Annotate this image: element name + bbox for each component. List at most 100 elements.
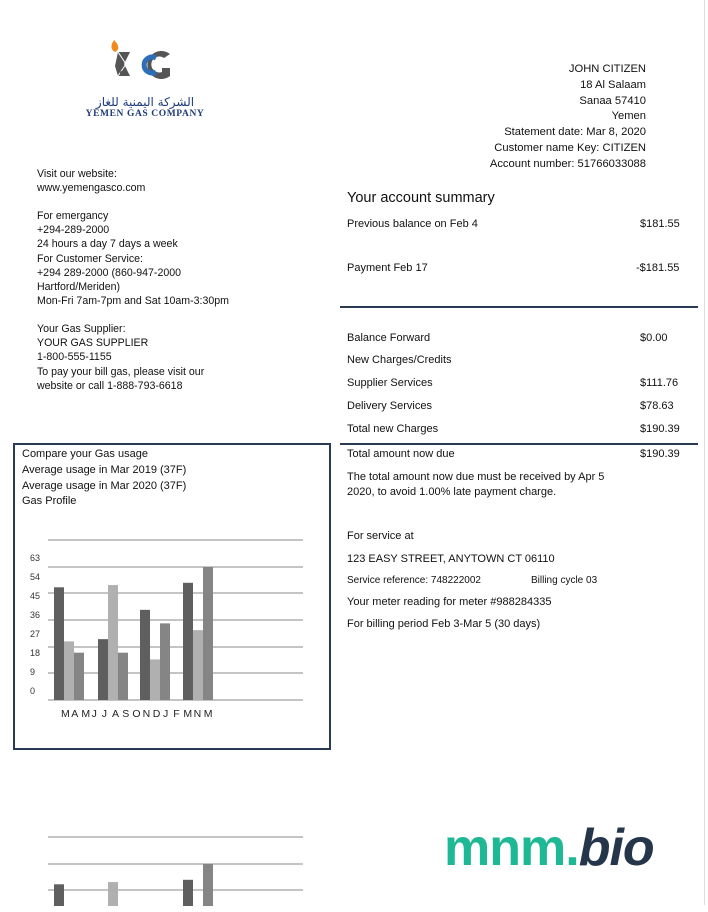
new-charges-label: New Charges/Credits <box>347 354 452 366</box>
x-tick-label: D <box>153 708 161 720</box>
x-tick-label: S <box>122 708 129 720</box>
repeat-chart-bar <box>183 879 193 906</box>
x-tick-label: J <box>102 708 107 720</box>
emergency-line: 24 hours a day 7 days a week <box>37 238 178 251</box>
repeat-chart-bar <box>203 864 213 906</box>
previous-balance-label: Previous balance on Feb 4 <box>347 218 478 230</box>
x-tick-label: M <box>204 708 213 720</box>
supplier-block: Your Gas Supplier: YOUR GAS SUPPLIER 1-8… <box>37 322 204 393</box>
x-tick-label: A <box>112 708 119 720</box>
watermark-part2: bio <box>578 819 655 877</box>
summary-divider <box>340 306 698 308</box>
chart-bar <box>203 567 213 700</box>
total-due-label: Total amount now due <box>347 448 455 460</box>
payment-amount: -$181.55 <box>636 262 680 274</box>
usage-panel-text: Compare your Gas usage Average usage in … <box>22 447 186 510</box>
chart-bar <box>140 609 150 700</box>
due-note: The total amount now due must be receive… <box>347 470 604 500</box>
chart-bar <box>98 639 108 700</box>
supplier-phone: 1-800-555-1155 <box>37 351 112 364</box>
company-logo: الشركة اليمنية للغاز YEMEN GAS COMPANY <box>70 38 220 124</box>
repeat-chart-bar <box>108 882 118 906</box>
chart-bar <box>54 587 64 700</box>
x-tick-label: J <box>163 708 168 720</box>
company-name: YEMEN GAS COMPANY <box>85 109 205 119</box>
usage-2020: Average usage in Mar 2020 (37F) <box>22 479 187 492</box>
chart-bar <box>160 623 170 700</box>
billing-period: For billing period Feb 3-Mar 5 (30 days) <box>347 618 541 630</box>
company-arabic-name: الشركة اليمنية للغاز <box>95 95 195 109</box>
due-note-line: 2020, to avoid 1.00% late payment charge… <box>347 486 557 498</box>
service-address: 123 EASY STREET, ANYTOWN CT 06110 <box>347 553 555 565</box>
chart-bar <box>64 641 74 700</box>
watermark-part1: mnm. <box>444 819 580 877</box>
y-tick-label: 63 <box>30 553 40 563</box>
service-reference: Service reference: 748222002 <box>347 575 481 586</box>
statement-date: Statement date: Mar 8, 2020 <box>504 126 646 139</box>
emergency-block: For emergancy +294-289-2000 24 hours a d… <box>37 209 229 308</box>
chart-bar <box>74 652 84 700</box>
logo-mark-icon <box>111 40 170 79</box>
meter-reading: Your meter reading for meter #988284335 <box>347 596 552 608</box>
customer-city: Sanaa 57410 <box>579 94 646 107</box>
chart-bar <box>150 659 160 700</box>
chart-bar <box>118 652 128 700</box>
website-block: Visit our website: www.yemengasco.com <box>37 167 145 195</box>
supplier-label: Your Gas Supplier: <box>37 323 126 335</box>
customer-service-phone: +294 289-2000 (860-947-2000 <box>37 266 182 279</box>
previous-balance-amount: $181.55 <box>640 218 680 230</box>
total-new-charges-amount: $190.39 <box>640 423 680 435</box>
customer-name: JOHN CITIZEN <box>568 63 646 75</box>
customer-service-label: For Customer Service: <box>37 252 143 265</box>
customer-street: 18 Al Salaam <box>580 78 646 91</box>
repeat-chart-bar <box>54 884 64 906</box>
watermark: mnm.bio <box>444 818 655 878</box>
balance-forward-amount: $0.00 <box>640 332 668 344</box>
payment-label: Payment Feb 17 <box>347 262 428 274</box>
page-edge <box>704 0 705 905</box>
supplier-name: YOUR GAS SUPPLIER <box>37 337 149 350</box>
y-tick-label: 18 <box>30 648 40 658</box>
x-tick-label: N <box>194 708 202 720</box>
x-tick-label: J <box>92 708 97 720</box>
chart-bar <box>108 585 118 700</box>
pay-note: website or call 1-888-793-6618 <box>37 379 183 392</box>
total-due-amount: $190.39 <box>640 448 680 460</box>
customer-key: Customer name Key: CITIZEN <box>494 141 646 154</box>
y-tick-label: 54 <box>30 572 40 582</box>
service-label: For service at <box>347 530 414 542</box>
usage-compare-title: Compare your Gas usage <box>22 448 148 460</box>
pay-note: To pay your bill gas, please visit our <box>37 365 205 378</box>
customer-info: JOHN CITIZEN 18 Al Salaam Sanaa 57410 Ye… <box>386 62 646 173</box>
y-tick-label: 27 <box>30 629 40 639</box>
customer-country: Yemen <box>611 110 646 123</box>
x-tick-label: M <box>81 708 90 720</box>
y-tick-label: 36 <box>30 610 40 620</box>
gas-profile-label: Gas Profile <box>22 495 77 508</box>
website-link[interactable]: www.yemengasco.com <box>37 182 146 195</box>
x-tick-label: N <box>143 708 151 720</box>
x-tick-label: O <box>132 708 140 720</box>
usage-2019: Average usage in Mar 2019 (37F) <box>22 463 187 476</box>
delivery-services-label: Delivery Services <box>347 400 432 412</box>
chart-plot <box>48 539 303 701</box>
total-new-charges-label: Total new Charges <box>347 423 439 435</box>
x-tick-label: A <box>71 708 78 720</box>
x-tick-label: M <box>183 708 192 720</box>
repeat-chart-plot <box>48 836 303 906</box>
account-number: Account number: 51766033088 <box>489 157 646 170</box>
summary-title: Your account summary <box>347 190 495 206</box>
website-label: Visit our website: <box>37 168 117 180</box>
balance-forward-label: Balance Forward <box>347 332 431 344</box>
customer-service-hours: Mon-Fri 7am-7pm and Sat 10am-3:30pm <box>37 295 229 308</box>
emergency-line: For emergancy <box>37 210 109 222</box>
y-tick-label: 45 <box>30 591 40 601</box>
supplier-services-amount: $111.76 <box>640 377 679 389</box>
due-note-line: The total amount now due must be receive… <box>347 471 605 483</box>
emergency-phone: +294-289-2000 <box>37 224 110 237</box>
usage-panel <box>13 443 331 750</box>
supplier-services-label: Supplier Services <box>347 377 433 389</box>
y-tick-label: 0 <box>30 686 35 696</box>
total-divider <box>340 443 698 445</box>
